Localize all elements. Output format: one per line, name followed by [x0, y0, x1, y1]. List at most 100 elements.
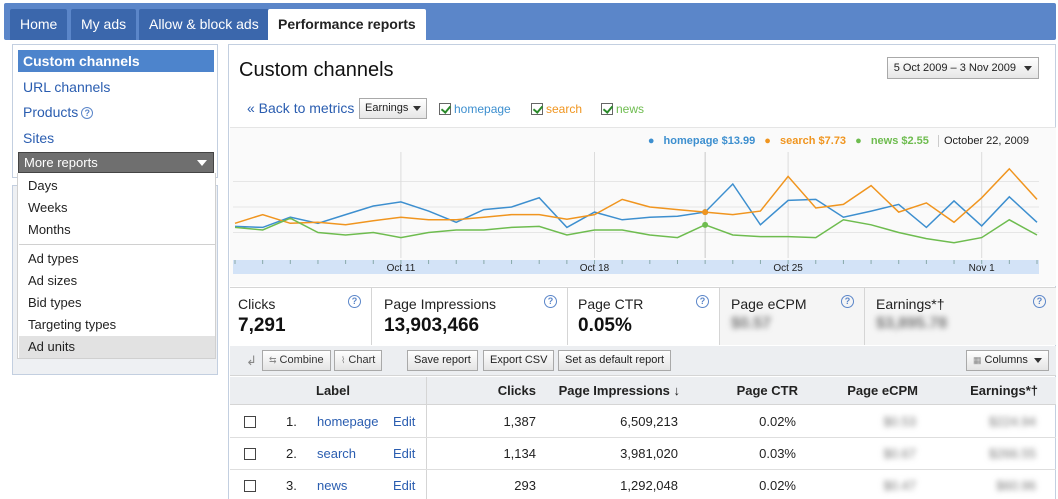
help-icon[interactable]: ?: [81, 107, 94, 119]
column-divider: [426, 377, 427, 499]
date-range-picker[interactable]: 5 Oct 2009 – 3 Nov 2009: [886, 57, 1039, 79]
summary-stats: Clicks 7,291 ? Page Impressions 13,903,4…: [230, 287, 1056, 345]
chevron-down-icon: [1033, 358, 1042, 363]
chart-label: Chart: [348, 354, 376, 366]
row-label-link[interactable]: search: [317, 446, 357, 461]
legend-search: ● search $7.73: [764, 135, 847, 147]
combine-icon: ⇆: [269, 355, 277, 365]
checkbox-checked-icon: [531, 103, 543, 115]
chevron-down-icon: [197, 160, 207, 166]
combine-button[interactable]: ⇆ Combine: [262, 350, 331, 371]
cell-page-ctr: 0.03%: [759, 446, 796, 461]
series-toggle-homepage[interactable]: homepage: [439, 102, 511, 116]
row-index: 2.: [286, 446, 297, 461]
table-header: [230, 377, 1056, 405]
row-index: 1.: [286, 414, 297, 429]
menu-item-ad-units[interactable]: Ad units: [19, 336, 215, 358]
row-edit-link[interactable]: Edit: [393, 414, 416, 429]
stat-value: $3,895.78: [876, 315, 948, 332]
series-toggle-label: search: [546, 102, 583, 116]
x-tick-label: Oct 18: [580, 263, 610, 274]
column-header-earnings[interactable]: Earnings*†: [970, 383, 1038, 398]
cell-earnings: $266.55: [989, 446, 1036, 461]
row-checkbox[interactable]: [244, 448, 256, 460]
column-header-page-ctr[interactable]: Page CTR: [736, 383, 798, 398]
menu-item-days[interactable]: Days: [28, 178, 58, 193]
tab-home[interactable]: Home: [10, 9, 68, 40]
help-icon[interactable]: ?: [348, 295, 361, 308]
series-line-news: [234, 217, 1038, 244]
tab-allow-block-ads[interactable]: Allow & block ads: [139, 9, 269, 40]
sidebar-item-products[interactable]: Products?: [18, 101, 214, 123]
column-header-label[interactable]: Label: [316, 383, 350, 398]
chevron-down-icon: [1024, 66, 1032, 71]
cell-earnings: $224.94: [989, 414, 1036, 429]
stat-page-ctr: Page CTR 0.05% ?: [568, 288, 720, 345]
legend-search-text: search $7.73: [780, 135, 847, 147]
tab-performance-reports[interactable]: Performance reports: [268, 9, 426, 40]
help-icon[interactable]: ?: [696, 295, 709, 308]
sidebar-item-sites[interactable]: Sites: [23, 130, 55, 146]
row-checkbox[interactable]: [244, 480, 256, 492]
x-tick-label: Oct 11: [387, 263, 416, 274]
cell-page-impressions: 1,292,048: [620, 478, 678, 493]
more-reports-dropdown[interactable]: More reports: [18, 152, 214, 173]
series-toggle-news[interactable]: news: [601, 102, 644, 116]
menu-item-ad-types[interactable]: Ad types: [28, 251, 79, 266]
stat-value: 7,291: [238, 315, 286, 336]
x-axis-band: [233, 260, 1039, 274]
cell-page-ctr: 0.02%: [759, 414, 796, 429]
legend-date: October 22, 2009: [937, 135, 1029, 147]
combine-label: Combine: [279, 354, 324, 366]
column-header-page-impressions[interactable]: Page Impressions ↓: [558, 383, 680, 398]
chart-button[interactable]: ⌇ Chart: [334, 350, 383, 371]
arrow-return-icon: ↲: [246, 353, 257, 368]
more-reports-menu: Days Weeks Months Ad types Ad sizes Bid …: [17, 173, 216, 359]
sidebar-item-url-channels[interactable]: URL channels: [23, 79, 111, 95]
menu-item-targeting-types[interactable]: Targeting types: [28, 317, 117, 332]
stat-value: $0.57: [731, 315, 772, 332]
row-edit-link[interactable]: Edit: [393, 446, 416, 461]
cell-page-ecpm: $0.67: [883, 446, 916, 461]
menu-item-bid-types[interactable]: Bid types: [28, 295, 82, 310]
stat-label: Earnings*†: [876, 296, 945, 312]
cell-clicks: 1,387: [503, 414, 536, 429]
legend-homepage: ● homepage $13.99: [647, 135, 756, 147]
column-header-clicks[interactable]: Clicks: [497, 383, 536, 398]
cell-page-ctr: 0.02%: [759, 478, 796, 493]
legend-homepage-text: homepage $13.99: [663, 135, 756, 147]
help-icon[interactable]: ?: [1033, 295, 1046, 308]
menu-item-months[interactable]: Months: [28, 222, 71, 237]
save-report-button[interactable]: Save report: [407, 350, 478, 371]
cell-earnings: $60.96: [996, 478, 1036, 493]
metric-selector[interactable]: Earnings: [359, 98, 428, 119]
cell-clicks: 1,134: [503, 446, 536, 461]
series-toggle-label: homepage: [454, 102, 511, 116]
column-header-page-ecpm[interactable]: Page eCPM: [847, 383, 918, 398]
series-line-search: [234, 167, 1038, 226]
sidebar-item-custom-channels[interactable]: Custom channels: [18, 50, 214, 72]
row-label-link[interactable]: homepage: [317, 414, 379, 429]
columns-button[interactable]: ▦ Columns: [966, 350, 1049, 371]
columns-icon: ▦: [973, 355, 982, 365]
export-csv-button[interactable]: Export CSV: [483, 350, 555, 371]
help-icon[interactable]: ?: [841, 295, 854, 308]
row-label-link[interactable]: news: [317, 478, 348, 493]
row-edit-link[interactable]: Edit: [393, 478, 416, 493]
help-icon[interactable]: ?: [544, 295, 557, 308]
set-default-report-button[interactable]: Set as default report: [558, 350, 672, 371]
stat-label: Page eCPM: [731, 296, 807, 312]
back-to-metrics-link[interactable]: « Back to metrics: [247, 100, 355, 116]
series-toggle-search[interactable]: search: [531, 102, 582, 116]
row-checkbox[interactable]: [244, 416, 256, 428]
columns-label: Columns: [984, 354, 1028, 366]
table-toolbar: ↲ ⇆ Combine ⌇ Chart Save report Export CSV…: [230, 346, 1056, 376]
menu-item-weeks[interactable]: Weeks: [28, 200, 68, 215]
stat-label: Page Impressions: [384, 296, 497, 312]
tab-my-ads[interactable]: My ads: [71, 9, 137, 40]
legend-news-text: news $2.55: [870, 135, 929, 147]
x-tick-label: Nov 1: [969, 263, 996, 274]
menu-item-ad-sizes[interactable]: Ad sizes: [28, 273, 78, 288]
series-point-news: [702, 221, 709, 228]
row-index: 3.: [286, 478, 297, 493]
